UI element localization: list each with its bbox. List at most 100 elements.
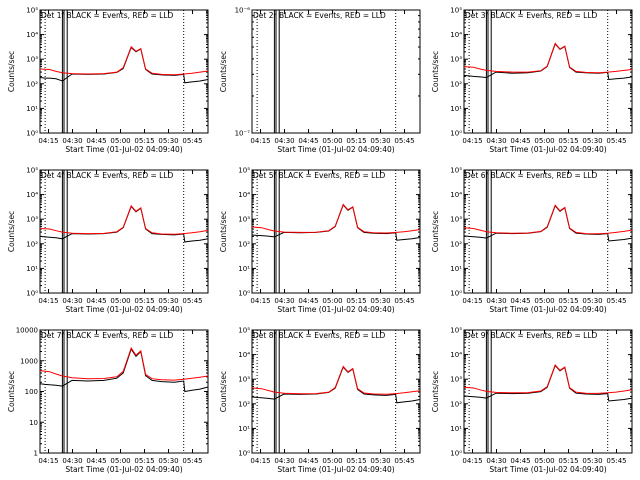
series-line-lld [463,204,633,235]
x-tick-label: 05:00 [110,457,130,465]
y-tick-label: 10⁴ [450,351,462,359]
y-axis-label: Counts/sec [7,51,16,92]
y-tick-label: 10³ [238,376,250,384]
y-axis-label: Counts/sec [431,371,440,412]
y-tick-label: 100 [25,388,38,396]
x-tick-label: 05:00 [534,457,554,465]
y-tick-label: 10⁵ [26,167,38,175]
plot-frame [39,9,209,134]
panel-title: Det 8f BLACK = Events, RED = LLD [253,331,386,340]
y-tick-label: 10¹ [450,105,462,113]
x-axis-label: Start Time (01-Jul-02 04:09:40) [65,145,182,154]
detector-panel-3f: 04:15 04:30 04:45 05:00 05:15 05:30 05:45 10⁰ 10… [431,7,633,154]
series-line-lld [463,42,633,74]
plot-frame [463,9,633,134]
x-tick-label: 04:45 [86,297,106,305]
series-line-lld [39,346,209,381]
y-tick-label: 10³ [26,216,38,224]
y-tick-label: 10⁵ [450,167,462,175]
y-tick-label: 10³ [238,216,250,224]
y-tick-label: 10⁵ [450,327,462,335]
y-tick-label: 10¹ [238,425,250,433]
y-tick-label: 10⁴ [26,191,38,199]
plot-frame [39,329,209,454]
y-tick-label: 10⁵ [238,167,250,175]
series-line-lld [463,363,633,394]
panel-title: Det 4f BLACK = Events, RED = LLD [41,171,174,180]
y-tick-label: 10³ [26,56,38,64]
y-tick-label: 1000 [20,357,38,365]
x-tick-label: 05:15 [558,297,578,305]
x-tick-label: 05:15 [346,457,366,465]
x-tick-label: 05:30 [370,457,390,465]
y-tick-label: 10⁰ [26,130,38,138]
x-tick-label: 05:30 [158,457,178,465]
x-tick-label: 04:15 [38,297,58,305]
series-line-lld [251,365,421,395]
x-tick-label: 05:00 [322,297,342,305]
y-tick-label: 10¹ [238,265,250,273]
x-tick-label: 04:45 [510,297,530,305]
x-tick-label: 05:15 [134,297,154,305]
x-tick-label: 05:30 [582,137,602,145]
plot-frame [463,169,633,294]
y-tick-label: 10² [238,400,250,408]
panel-title: Det 6f BLACK = Events, RED = LLD [465,171,598,180]
x-tick-label: 05:15 [558,457,578,465]
y-tick-label: 10⁻⁶ [235,7,251,15]
detector-panel-2r: 04:15 04:30 04:45 05:00 05:15 05:30 05:45 10⁻⁷ 1… [219,7,421,154]
x-tick-label: 04:45 [298,457,318,465]
x-tick-label: 05:30 [582,297,602,305]
series-line-lld [39,204,209,235]
detector-panel-7f: 04:15 04:30 04:45 05:00 05:15 05:30 05:45 1 10 10… [7,327,209,474]
x-tick-label: 04:30 [274,297,294,305]
y-tick-label: 10000 [16,327,38,335]
x-tick-label: 04:30 [62,297,82,305]
detector-panel-4f: 04:15 04:30 04:45 05:00 05:15 05:30 05:45 10⁰ 10… [7,167,209,314]
x-tick-label: 05:30 [158,297,178,305]
y-tick-label: 10⁵ [26,7,38,15]
x-axis-label: Start Time (01-Jul-02 04:09:40) [65,465,182,474]
x-tick-label: 04:15 [462,297,482,305]
x-tick-label: 04:15 [250,297,270,305]
y-axis-label: Counts/sec [7,371,16,412]
x-tick-label: 04:45 [510,137,530,145]
y-tick-label: 10² [450,400,462,408]
x-tick-label: 04:15 [38,457,58,465]
x-tick-label: 04:15 [38,137,58,145]
x-tick-label: 05:30 [370,137,390,145]
x-tick-label: 05:30 [582,457,602,465]
x-tick-label: 04:15 [462,457,482,465]
panel-title: Det 3f BLACK = Events, RED = LLD [465,11,598,20]
x-tick-label: 05:00 [322,137,342,145]
x-tick-label: 04:45 [86,457,106,465]
y-tick-label: 10² [450,240,462,248]
x-tick-label: 04:30 [274,137,294,145]
x-tick-label: 05:00 [110,137,130,145]
y-tick-label: 10¹ [26,265,38,273]
y-axis-label: Counts/sec [431,211,440,252]
y-tick-label: 10³ [450,216,462,224]
x-tick-label: 04:30 [486,297,506,305]
series-line-events [463,42,633,81]
y-tick-label: 10² [238,240,250,248]
y-tick-label: 10⁰ [450,290,462,298]
x-tick-label: 05:00 [110,297,130,305]
x-tick-label: 04:30 [486,137,506,145]
x-tick-label: 05:45 [606,457,626,465]
y-tick-label: 10⁵ [238,327,250,335]
x-tick-label: 04:15 [462,137,482,145]
x-tick-label: 04:30 [274,457,294,465]
x-axis-label: Start Time (01-Jul-02 04:09:40) [277,305,394,314]
detector-panel-6f: 04:15 04:30 04:45 05:00 05:15 05:30 05:45 10⁰ 10… [431,167,633,314]
plot-frame [39,169,209,294]
y-tick-label: 10¹ [26,105,38,113]
y-axis-label: Counts/sec [219,371,228,412]
y-tick-label: 10² [26,240,38,248]
x-tick-label: 04:30 [486,457,506,465]
x-tick-label: 04:45 [86,137,106,145]
x-tick-label: 05:45 [606,297,626,305]
x-tick-label: 05:30 [370,297,390,305]
y-tick-label: 10⁰ [450,130,462,138]
x-tick-label: 04:45 [510,457,530,465]
